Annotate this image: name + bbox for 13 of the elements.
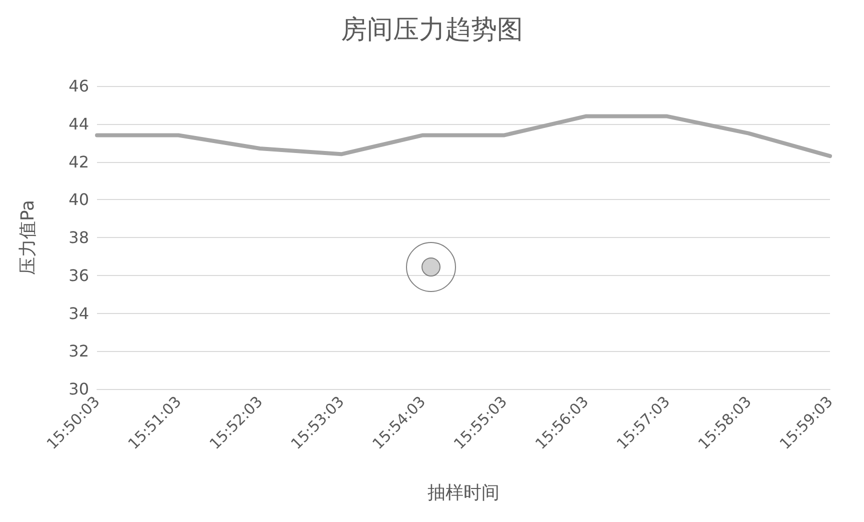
y-tick-label: 40: [68, 190, 89, 210]
line-series: [95, 114, 832, 158]
chart-title: 房间压力趋势图: [341, 15, 523, 45]
y-tick-label: 42: [68, 152, 89, 172]
y-tick-label: 38: [68, 228, 89, 247]
y-tick-label: 44: [68, 114, 89, 134]
y-axis-title: 压力值Pa: [18, 200, 38, 276]
x-axis-title: 抽样时间: [428, 482, 500, 504]
y-tick-label: 36: [68, 266, 89, 285]
y-tick-label: 30: [68, 380, 89, 398]
y-tick-label: 46: [68, 76, 89, 96]
y-tick-label: 34: [68, 304, 89, 323]
y-tick-label: 32: [68, 342, 89, 361]
